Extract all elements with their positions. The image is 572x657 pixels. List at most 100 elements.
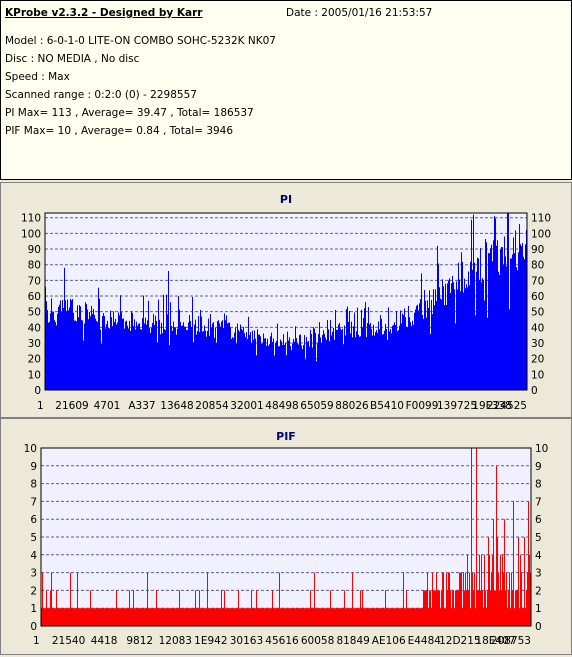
scan-date: Date : 2005/01/16 21:53:57: [286, 7, 433, 19]
pi-y-tick-label-right: 0: [531, 385, 538, 397]
pi-bar: [111, 317, 112, 390]
pif-bar: [119, 608, 120, 626]
pi-y-tick-label-left: 40: [28, 322, 41, 334]
pi-bar: [408, 305, 409, 390]
pi-y-tick-label-right: 90: [531, 244, 544, 256]
pi-bar: [76, 321, 77, 390]
pi-bar: [71, 300, 72, 390]
pi-bar: [168, 270, 169, 390]
pif-bar: [397, 608, 398, 626]
pi-bar: [384, 330, 385, 390]
pi-bar: [458, 262, 459, 390]
pi-bar: [110, 310, 111, 390]
pif-bar: [118, 608, 119, 626]
pi-bar: [403, 315, 404, 390]
pi-bar: [152, 322, 153, 390]
pif-bar: [172, 608, 173, 626]
pi-bar: [293, 338, 294, 390]
pi-bar: [328, 329, 329, 390]
pif-bar: [494, 590, 495, 626]
pi-bar: [480, 248, 481, 390]
pi-bar: [395, 325, 396, 390]
pif-bar: [299, 608, 300, 626]
pif-bar: [387, 608, 388, 626]
pi-bar: [486, 242, 487, 390]
pif-y-tick-label-right: 1: [535, 603, 542, 615]
pif-bar: [288, 608, 289, 626]
pi-y-tick-label-right: 100: [531, 228, 551, 240]
pif-bar: [454, 608, 455, 626]
pi-bar: [99, 298, 100, 390]
pif-bar: [501, 590, 502, 626]
pif-y-tick-label-left: 5: [30, 532, 37, 544]
pi-bar: [382, 334, 383, 390]
pi-bar: [295, 326, 296, 390]
pif-bar: [60, 608, 61, 626]
pif-bar: [285, 608, 286, 626]
pi-bar: [47, 310, 48, 390]
pif-bar: [317, 608, 318, 626]
pif-bar: [381, 608, 382, 626]
pi-bar: [94, 314, 95, 390]
pi-bar: [272, 341, 273, 390]
pif-bar: [351, 608, 352, 626]
pif-bar: [99, 608, 100, 626]
pif-bar: [489, 554, 490, 626]
pi-bar: [91, 305, 92, 390]
pi-bar: [510, 258, 511, 390]
pif-bar: [106, 608, 107, 626]
pif-bar: [476, 448, 477, 626]
pif-bar: [146, 608, 147, 626]
pif-bar: [164, 608, 165, 626]
pi-bar: [214, 337, 215, 390]
pi-bar: [505, 256, 506, 390]
pi-bar: [435, 289, 436, 390]
pif-bar: [227, 608, 228, 626]
pif-bar: [421, 608, 422, 626]
pif-bar: [311, 608, 312, 626]
pif-y-tick-label-right: 4: [535, 550, 542, 562]
pif-bar: [243, 608, 244, 626]
pif-bar: [199, 590, 200, 626]
pi-bar: [238, 330, 239, 390]
pi-bar: [72, 298, 73, 390]
pi-bar: [86, 304, 87, 390]
pi-bar: [229, 322, 230, 390]
pi-x-tick-label: 88026: [335, 400, 369, 412]
pif-bar: [420, 608, 421, 626]
pif-bar: [437, 590, 438, 626]
pi-bar: [267, 338, 268, 390]
pif-bar: [493, 519, 494, 626]
pi-y-tick-label-left: 20: [28, 354, 41, 366]
pif-bar: [339, 608, 340, 626]
pif-bar: [394, 608, 395, 626]
pi-bar: [153, 313, 154, 390]
pi-bar: [453, 282, 454, 390]
pif-bar: [450, 590, 451, 626]
pi-bar: [132, 312, 133, 390]
pi-bar: [330, 319, 331, 390]
pi-x-tick-label: 65059: [300, 400, 333, 412]
pif-bar: [380, 608, 381, 626]
pi-bar: [227, 323, 228, 390]
pif-bar: [436, 572, 437, 626]
pif-bar: [222, 608, 223, 626]
pif-bar: [457, 590, 458, 626]
pif-y-tick-label-left: 7: [30, 496, 37, 508]
pi-bar: [259, 334, 260, 390]
pif-bar: [393, 608, 394, 626]
pif-bar: [451, 608, 452, 626]
pi-bar: [249, 334, 250, 390]
pif-bar: [218, 608, 219, 626]
pif-bar: [190, 608, 191, 626]
pi-bar: [398, 330, 399, 390]
pi-bar: [302, 349, 303, 390]
pi-bar: [474, 262, 475, 390]
pi-y-tick-label-right: 10: [531, 369, 544, 381]
pi-plot-frame: [44, 212, 528, 391]
pif-bar: [82, 608, 83, 626]
pi-bar: [284, 344, 285, 390]
pif-bar: [260, 608, 261, 626]
pif-bar: [187, 608, 188, 626]
pi-y-tick-label-right: 40: [531, 322, 544, 334]
